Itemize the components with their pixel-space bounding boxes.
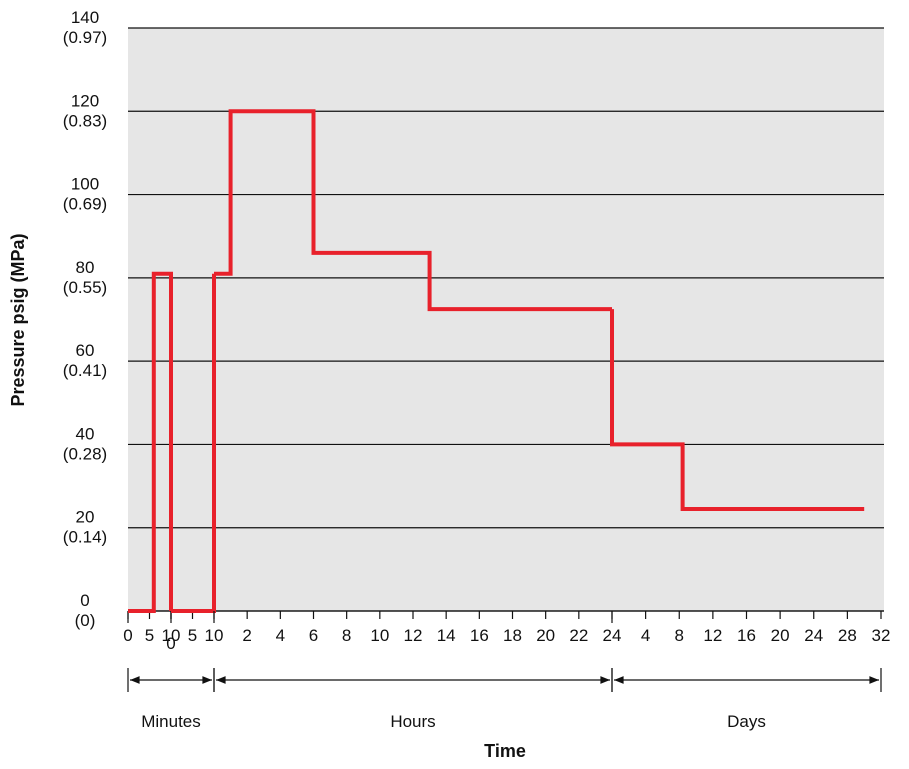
y-tick-label: 20 (0.14) [63, 508, 107, 547]
y-tick-label: 100 (0.69) [63, 175, 107, 214]
x-tick-label: 0 [123, 626, 132, 645]
x-tick-label: 12 [703, 626, 722, 645]
y-tick-value: 60 [76, 341, 95, 360]
y-tick-label: 0 (0) [75, 591, 96, 630]
y-tick-secondary: (0.41) [63, 361, 107, 380]
y-tick-secondary: (0.14) [63, 528, 107, 547]
y-tick-secondary: (0.28) [63, 444, 107, 463]
y-tick-secondary: (0.83) [63, 111, 107, 130]
x-tick-label: 8 [342, 626, 351, 645]
x-tick-label: 2 [242, 626, 251, 645]
data-line [610, 309, 865, 511]
y-tick-secondary: (0.97) [63, 28, 107, 47]
y-axis-label: Pressure psig (MPa) [8, 233, 28, 406]
x-axis-label: Time [484, 741, 526, 761]
x-tick-label: 28 [838, 626, 857, 645]
x-tick-label: 18 [503, 626, 522, 645]
x-tick-label: 24 [603, 626, 622, 645]
plot-area [128, 28, 884, 611]
section-label: Days [727, 712, 766, 731]
y-tick-label: 40 (0.28) [63, 424, 107, 463]
x-tick-label: 10 [370, 626, 389, 645]
y-tick-label: 140 (0.97) [63, 8, 107, 47]
x-tick-label: 0 [166, 634, 175, 653]
x-tick-label: 12 [404, 626, 423, 645]
y-tick-label: 60 (0.41) [63, 341, 107, 380]
y-tick-value: 0 [80, 591, 89, 610]
y-tick-secondary: (0) [75, 611, 96, 630]
x-tick-label: 20 [771, 626, 790, 645]
y-tick-value: 40 [76, 424, 95, 443]
y-tick-label: 80 (0.55) [63, 258, 107, 297]
data-line [128, 271, 173, 613]
y-tick-secondary: (0.69) [63, 195, 107, 214]
y-tick-value: 20 [76, 508, 95, 527]
x-tick-label: 24 [804, 626, 823, 645]
data-line [214, 109, 612, 312]
x-tick-label: 4 [276, 626, 285, 645]
section-label: Minutes [141, 712, 201, 731]
y-tick-secondary: (0.55) [63, 278, 107, 297]
x-tick-label: 14 [437, 626, 456, 645]
section-label: Hours [390, 712, 435, 731]
x-tick-label: 6 [309, 626, 318, 645]
x-tick-label: 5 [145, 626, 154, 645]
y-tick-value: 80 [76, 258, 95, 277]
x-tick-label: 8 [675, 626, 684, 645]
x-tick-label: 10 [162, 626, 181, 645]
y-tick-label: 120 (0.83) [63, 91, 107, 130]
x-tick-label: 32 [872, 626, 891, 645]
x-tick-label: 4 [641, 626, 650, 645]
x-tick-label: 10 [205, 626, 224, 645]
y-tick-value: 100 [71, 175, 99, 194]
x-tick-label: 16 [737, 626, 756, 645]
x-tick-label: 22 [569, 626, 588, 645]
x-tick-label: 20 [536, 626, 555, 645]
y-tick-value: 120 [71, 91, 99, 110]
y-tick-value: 140 [71, 8, 99, 27]
x-tick-label: 5 [188, 626, 197, 645]
x-tick-label: 16 [470, 626, 489, 645]
